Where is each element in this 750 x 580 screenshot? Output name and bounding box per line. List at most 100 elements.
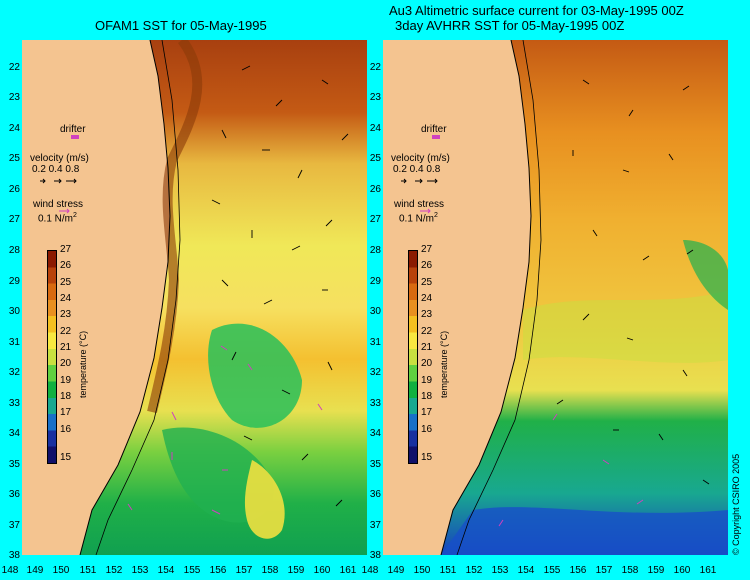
lon-label: 152 bbox=[105, 565, 123, 576]
lat-label: 28 bbox=[8, 245, 20, 256]
lon-label: 156 bbox=[209, 565, 227, 576]
colorbar-tick: 19 bbox=[60, 375, 72, 386]
lat-label: 32 bbox=[369, 367, 381, 378]
lat-label: 26 bbox=[369, 184, 381, 195]
colorbar-scale bbox=[47, 250, 57, 464]
wind-stress-arrow-icon bbox=[420, 208, 431, 214]
velocity-values: 0.2 0.4 0.8 bbox=[32, 164, 80, 175]
left-sst-map-graphic bbox=[79, 40, 367, 555]
lat-label: 22 bbox=[369, 62, 381, 73]
lon-label: 154 bbox=[157, 565, 175, 576]
drifter-marker-icon bbox=[432, 135, 440, 139]
lon-label: 161 bbox=[699, 565, 717, 576]
colorbar-tick: 23 bbox=[421, 309, 433, 320]
lat-label: 23 bbox=[369, 92, 381, 103]
lat-label: 27 bbox=[8, 214, 20, 225]
lat-label: 33 bbox=[8, 398, 20, 409]
wind-stress-value: 0.1 N/m2 bbox=[38, 210, 77, 224]
lat-label: 30 bbox=[8, 306, 20, 317]
lat-label: 38 bbox=[369, 550, 381, 561]
colorbar-tick: 16 bbox=[421, 424, 433, 435]
colorbar-tick: 16 bbox=[60, 424, 72, 435]
lon-label: 160 bbox=[313, 565, 331, 576]
left-sst-map bbox=[22, 40, 367, 555]
lat-label: 24 bbox=[369, 123, 381, 134]
lon-label: 148 bbox=[361, 565, 379, 576]
velocity-arrows-icon bbox=[401, 178, 438, 184]
colorbar-tick: 15 bbox=[421, 452, 433, 463]
lat-label: 32 bbox=[8, 367, 20, 378]
wind-stress-title: wind stress bbox=[394, 199, 445, 210]
colorbar-scale bbox=[408, 250, 418, 464]
velocity-title: velocity (m/s) bbox=[30, 153, 89, 164]
lon-label: 160 bbox=[673, 565, 691, 576]
lat-label: 35 bbox=[369, 459, 381, 470]
lon-label: 159 bbox=[287, 565, 305, 576]
colorbar-tick: 21 bbox=[421, 342, 433, 353]
left-panel-title: OFAM1 SST for 05-May-1995 bbox=[95, 18, 267, 33]
wind-stress-exponent: 2 bbox=[434, 212, 438, 219]
lat-label: 37 bbox=[369, 520, 381, 531]
lat-label: 36 bbox=[8, 489, 20, 500]
colorbar-tick: 24 bbox=[60, 293, 72, 304]
lat-label: 33 bbox=[369, 398, 381, 409]
right-sst-map bbox=[383, 40, 728, 555]
lon-label: 161 bbox=[339, 565, 357, 576]
lat-label: 29 bbox=[8, 276, 20, 287]
velocity-values: 0.2 0.4 0.8 bbox=[393, 164, 441, 175]
colorbar-tick: 27 bbox=[421, 244, 433, 255]
lon-label: 148 bbox=[1, 565, 19, 576]
lat-label: 30 bbox=[369, 306, 381, 317]
colorbar-tick: 26 bbox=[60, 260, 72, 271]
colorbar-tick: 20 bbox=[421, 358, 433, 369]
colorbar-tick: 22 bbox=[421, 326, 433, 337]
colorbar-tick: 19 bbox=[421, 375, 433, 386]
lat-label: 38 bbox=[8, 550, 20, 561]
lon-label: 157 bbox=[235, 565, 253, 576]
colorbar-tick: 22 bbox=[60, 326, 72, 337]
lat-label: 24 bbox=[8, 123, 20, 134]
colorbar-tick: 25 bbox=[60, 277, 72, 288]
wind-stress-title: wind stress bbox=[33, 199, 84, 210]
colorbar-tick: 15 bbox=[60, 452, 72, 463]
colorbar-tick: 23 bbox=[60, 309, 72, 320]
colorbar-tick: 21 bbox=[60, 342, 72, 353]
lat-label: 26 bbox=[8, 184, 20, 195]
colorbar-tick: 20 bbox=[60, 358, 72, 369]
colorbar-tick: 18 bbox=[60, 391, 72, 402]
drifter-label: drifter bbox=[60, 124, 86, 135]
right-panel-title-line2: 3day AVHRR SST for 05-May-1995 00Z bbox=[395, 18, 625, 33]
lon-label: 157 bbox=[595, 565, 613, 576]
colorbar-tick: 17 bbox=[421, 407, 433, 418]
right-sst-map-graphic bbox=[440, 40, 728, 555]
lon-label: 149 bbox=[26, 565, 44, 576]
lon-label: 151 bbox=[439, 565, 457, 576]
colorbar-tick: 25 bbox=[421, 277, 433, 288]
colorbar-tick: 26 bbox=[421, 260, 433, 271]
colorbar-tick: 27 bbox=[60, 244, 72, 255]
velocity-arrows-icon bbox=[40, 178, 77, 184]
lat-label: 36 bbox=[369, 489, 381, 500]
lon-label: 158 bbox=[621, 565, 639, 576]
wind-stress-value: 0.1 N/m2 bbox=[399, 210, 438, 224]
lat-label: 34 bbox=[8, 428, 20, 439]
lon-label: 150 bbox=[52, 565, 70, 576]
colorbar-title: temperature (°C) bbox=[78, 330, 88, 398]
lon-label: 154 bbox=[517, 565, 535, 576]
lon-label: 150 bbox=[413, 565, 431, 576]
lon-label: 151 bbox=[79, 565, 97, 576]
colorbar-tick: 24 bbox=[421, 293, 433, 304]
wind-stress-value-text: 0.1 N/m bbox=[38, 213, 74, 225]
wind-stress-arrow-icon bbox=[59, 208, 70, 214]
lon-label: 155 bbox=[183, 565, 201, 576]
copyright-notice: © Copyright CSIRO 2005 bbox=[731, 453, 741, 555]
lat-label: 23 bbox=[8, 92, 20, 103]
lat-label: 31 bbox=[8, 337, 20, 348]
lon-label: 149 bbox=[387, 565, 405, 576]
lat-label: 25 bbox=[369, 153, 381, 164]
colorbar-title: temperature (°C) bbox=[439, 330, 449, 398]
lon-label: 152 bbox=[465, 565, 483, 576]
lat-label: 35 bbox=[8, 459, 20, 470]
drifter-label: drifter bbox=[421, 124, 447, 135]
lat-label: 25 bbox=[8, 153, 20, 164]
